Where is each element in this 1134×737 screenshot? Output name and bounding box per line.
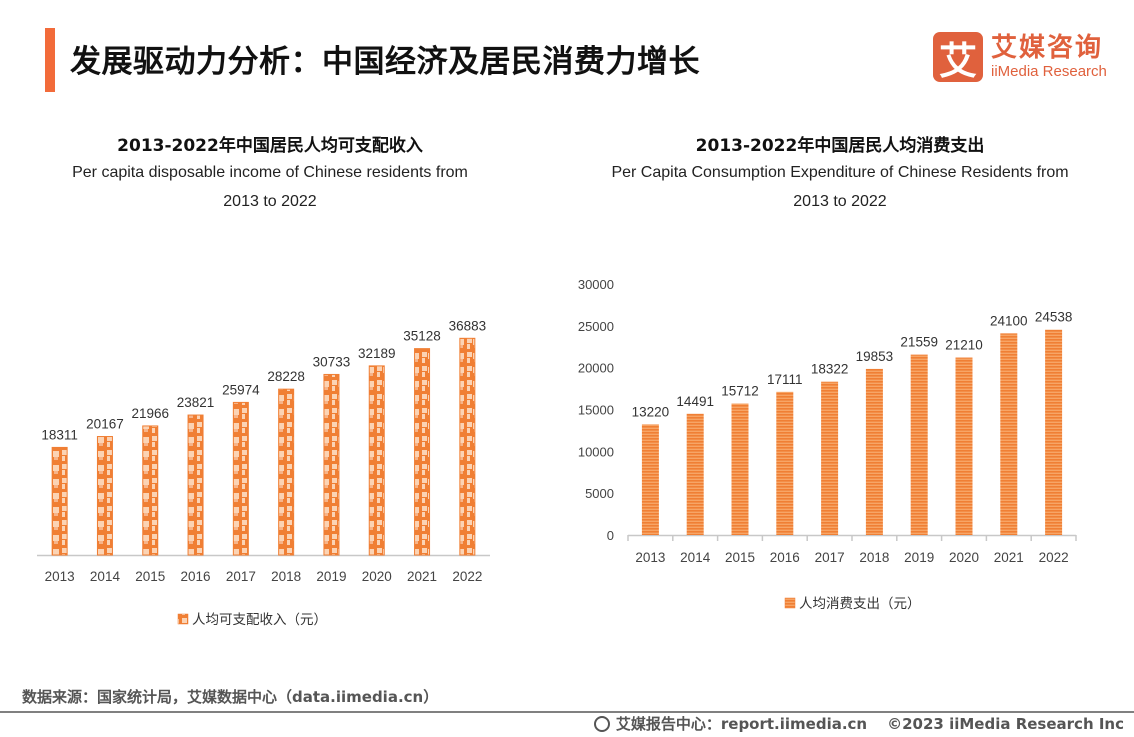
bar-2022 [459, 337, 476, 556]
y-tick-label: 5000 [585, 486, 614, 501]
y-tick-label: 20000 [578, 361, 614, 376]
bar-2014 [96, 436, 113, 556]
bar-2016 [776, 391, 794, 535]
data-label-2020: 21210 [945, 338, 983, 353]
logo-en-text: iiMedia Research [991, 63, 1107, 80]
legend: 人均消费支出（元） [784, 596, 921, 611]
data-label-2014: 20167 [86, 417, 124, 432]
x-tick-label-2021: 2021 [407, 569, 437, 584]
chart1-subtitle-line2: 2013 to 2022 [223, 193, 317, 210]
globe-icon [593, 715, 610, 732]
bar-2013 [641, 424, 659, 535]
x-tick-label-2016: 2016 [770, 550, 800, 565]
bar-2022 [1045, 329, 1063, 535]
data-label-2022: 36883 [449, 318, 487, 333]
chart2-title: 2013-2022年中国居民人均消费支出 [695, 136, 985, 156]
chart1-title: 2013-2022年中国居民人均可支配收入 [117, 136, 423, 156]
bar-2013 [51, 446, 68, 556]
data-label-2016: 17111 [767, 372, 803, 387]
x-tick-label-2022: 2022 [452, 569, 482, 584]
page-title: 发展驱动力分析：中国经济及居民消费力增长 [70, 44, 700, 80]
x-tick-label-2013: 2013 [45, 569, 75, 584]
bar-2015 [142, 425, 159, 556]
data-label-2019: 30733 [313, 354, 351, 369]
data-label-2021: 35128 [403, 329, 441, 344]
data-label-2015: 15712 [721, 384, 759, 399]
x-tick-label-2019: 2019 [316, 569, 346, 584]
bar-2020 [955, 357, 973, 535]
chart1-subtitle-line1: Per capita disposable income of Chinese … [72, 164, 468, 181]
chart2-subtitle-line2: 2013 to 2022 [793, 193, 887, 210]
bar-2019 [323, 373, 340, 556]
data-label-2014: 14491 [676, 394, 714, 409]
footer: 艾媒报告中心：report.iimedia.cn ©2023 iiMedia R… [593, 713, 1124, 734]
data-label-2016: 23821 [177, 395, 215, 410]
chart1-plot: 18311 2013 20167 2014 21966 2015 23821 2016 2597… [37, 318, 490, 627]
data-label-2017: 25974 [222, 382, 260, 397]
legend: 人均可支配收入（元） [177, 612, 327, 627]
legend-swatch [177, 613, 189, 625]
x-tick-label-2016: 2016 [181, 569, 211, 584]
footer-divider [0, 711, 1134, 713]
bar-2021 [414, 348, 431, 556]
bar-2018 [278, 388, 295, 556]
bar-2016 [187, 414, 204, 556]
y-tick-label: 15000 [578, 403, 614, 418]
chart2-plot: 0 5000 10000 15000 20000 25000 30000 13220 2013 1… [578, 277, 1077, 611]
report-center-link[interactable]: 艾媒报告中心：report.iimedia.cn [615, 715, 868, 733]
title-accent-bar [45, 28, 55, 92]
data-label-2015: 21966 [131, 406, 169, 421]
x-tick-label-2014: 2014 [90, 569, 121, 584]
data-label-2013: 18311 [41, 427, 78, 442]
data-label-2022: 24538 [1035, 310, 1073, 325]
bar-2014 [686, 413, 704, 535]
data-source: 数据来源：国家统计局，艾媒数据中心（data.iimedia.cn） [22, 688, 439, 706]
bar-2019 [910, 354, 928, 535]
data-label-2021: 24100 [990, 313, 1028, 328]
x-tick-label-2017: 2017 [815, 550, 845, 565]
x-tick-label-2020: 2020 [949, 550, 979, 565]
chart2-subtitle: Per Capita Consumption Expenditure of Ch… [590, 158, 1090, 216]
bar-2015 [731, 403, 749, 535]
bar-2017 [821, 381, 839, 535]
data-label-2017: 18322 [811, 362, 849, 377]
x-tick-label-2018: 2018 [271, 569, 301, 584]
data-label-2018: 28228 [267, 369, 305, 384]
copyright: ©2023 iiMedia Research Inc [887, 714, 1124, 733]
data-label-2020: 32189 [358, 346, 396, 361]
logo-icon: 艾 [933, 32, 983, 83]
data-label-2018: 19853 [856, 349, 894, 364]
y-tick-label: 30000 [578, 277, 614, 292]
y-tick-label: 25000 [578, 319, 614, 334]
bar-2021 [1000, 333, 1018, 535]
x-tick-label-2020: 2020 [362, 569, 392, 584]
x-tick-label-2014: 2014 [680, 550, 711, 565]
legend-label: 人均可支配收入（元） [192, 612, 327, 627]
logo-cn-text: 艾媒咨询 [991, 33, 1104, 63]
data-label-2013: 13220 [632, 404, 670, 419]
x-tick-label-2019: 2019 [904, 550, 934, 565]
bar-2020 [368, 365, 385, 556]
chart1-subtitle: Per capita disposable income of Chinese … [40, 158, 500, 216]
legend-swatch [784, 597, 796, 609]
iimedia-logo: 艾 艾媒咨询 iiMedia Research [933, 32, 1107, 83]
chart2-subtitle-line1: Per Capita Consumption Expenditure of Ch… [611, 164, 1069, 181]
x-tick-label-2013: 2013 [635, 550, 665, 565]
x-tick-label-2022: 2022 [1039, 550, 1069, 565]
bar-2018 [865, 368, 883, 535]
x-tick-label-2021: 2021 [994, 550, 1024, 565]
bar-2017 [232, 401, 249, 556]
legend-label: 人均消费支出（元） [799, 596, 921, 611]
x-tick-label-2018: 2018 [859, 550, 889, 565]
x-tick-label-2015: 2015 [135, 569, 165, 584]
data-label-2019: 21559 [900, 335, 938, 350]
y-tick-label: 0 [607, 528, 614, 543]
x-tick-label-2015: 2015 [725, 550, 755, 565]
x-tick-label-2017: 2017 [226, 569, 256, 584]
y-tick-label: 10000 [578, 444, 614, 459]
